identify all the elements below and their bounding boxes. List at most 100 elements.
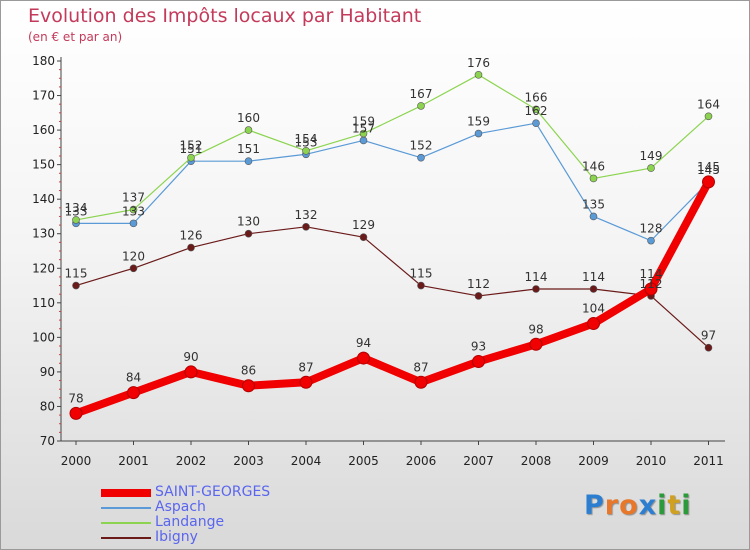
data-label-ibigny: 132 [295, 208, 318, 222]
data-point-saint-georges [587, 317, 600, 331]
data-point-saint-georges [644, 282, 658, 296]
logo-letter: x [638, 490, 658, 521]
data-point-ibigny [474, 292, 483, 300]
logo-letter: r [604, 490, 620, 521]
x-tick-label: 2007 [463, 454, 494, 468]
data-point-aspach [532, 119, 540, 127]
data-label-saint-georges: 90 [183, 350, 198, 364]
proxiti-logo: Proxiti [584, 490, 692, 521]
x-tick-label: 2008 [521, 454, 552, 468]
data-point-landange [244, 126, 253, 134]
data-label-ibigny: 129 [352, 218, 375, 232]
data-point-saint-georges [414, 375, 428, 389]
y-tick-label: 130 [32, 227, 55, 241]
chart-title: Evolution des Impôts locaux par Habitant [28, 5, 422, 27]
data-point-aspach [474, 129, 483, 138]
data-point-saint-georges [702, 175, 715, 189]
data-label-landange: 134 [65, 201, 88, 215]
x-tick-label: 2003 [233, 454, 264, 468]
x-tick-label: 2001 [118, 454, 149, 468]
data-label-aspach: 151 [180, 142, 203, 156]
data-point-landange [129, 205, 138, 214]
data-point-landange [532, 105, 540, 114]
data-label-saint-georges: 86 [241, 364, 256, 378]
chart-subtitle: (en € et par an) [28, 30, 123, 44]
data-label-landange: 149 [640, 149, 663, 163]
x-tick-label: 2009 [578, 454, 609, 468]
data-label-aspach: 151 [237, 142, 260, 156]
y-tick-label: 110 [32, 296, 55, 310]
legend-swatch-ibigny [101, 537, 151, 539]
y-tick-label: 100 [32, 330, 55, 344]
data-point-landange [359, 129, 368, 138]
data-point-aspach [589, 212, 598, 221]
data-label-ibigny: 112 [467, 277, 490, 291]
series-line-ibigny [75, 226, 710, 349]
legend-swatch-saint-georges [101, 489, 151, 497]
logo-letter: t [667, 490, 682, 521]
data-label-landange: 146 [582, 159, 605, 173]
legend-label-landange: Landange [155, 514, 225, 530]
y-tick-label: 90 [40, 365, 55, 379]
y-tick-label: 160 [32, 123, 55, 137]
y-tick-label: 70 [40, 434, 55, 448]
data-label-saint-georges: 84 [126, 371, 141, 385]
data-label-ibigny: 114 [525, 270, 548, 284]
data-point-aspach [244, 157, 253, 165]
data-label-aspach: 128 [640, 222, 663, 236]
data-label-landange: 159 [352, 115, 375, 129]
data-point-ibigny [72, 281, 80, 290]
data-point-saint-georges [242, 379, 255, 393]
data-label-landange: 152 [180, 139, 203, 153]
data-point-aspach [647, 236, 655, 245]
x-tick-label: 2004 [291, 454, 322, 468]
data-point-saint-georges [472, 355, 485, 369]
y-tick-label: 80 [40, 399, 55, 413]
data-point-saint-georges [69, 406, 83, 420]
series-line-saint-georges [72, 177, 713, 418]
data-label-ibigny: 120 [122, 249, 145, 263]
series-saint-georges [69, 175, 715, 420]
data-point-landange [704, 112, 713, 121]
data-point-landange [187, 153, 195, 162]
data-label-ibigny: 112 [640, 277, 663, 291]
data-point-saint-georges [529, 337, 543, 351]
data-label-landange: 167 [410, 87, 433, 101]
y-tick-label: 150 [32, 158, 55, 172]
legend-swatch-aspach [101, 507, 151, 509]
y-tick-label: 180 [32, 54, 55, 68]
data-label-aspach: 133 [65, 204, 88, 218]
data-label-aspach: 153 [295, 135, 318, 149]
data-point-ibigny [359, 233, 368, 241]
data-point-landange [647, 164, 655, 172]
data-point-ibigny [244, 229, 253, 238]
x-tick-label: 2002 [176, 454, 207, 468]
data-label-landange: 154 [295, 132, 318, 146]
data-label-landange: 164 [697, 97, 720, 111]
data-label-aspach: 135 [582, 197, 605, 211]
data-label-landange: 137 [122, 191, 145, 205]
y-tick-label: 120 [32, 261, 55, 275]
data-label-aspach: 145 [697, 163, 720, 177]
data-label-saint-georges: 87 [298, 360, 313, 374]
data-label-saint-georges: 104 [582, 302, 605, 316]
legend-label-aspach: Aspach [155, 499, 206, 515]
logo-letter: i [681, 490, 692, 521]
data-label-aspach: 133 [122, 204, 145, 218]
data-point-aspach [359, 136, 368, 145]
data-label-landange: 166 [525, 90, 548, 104]
legend-label-saint-georges: SAINT-GEORGES [155, 484, 271, 500]
data-label-saint-georges: 93 [471, 340, 486, 354]
data-point-aspach [129, 219, 138, 228]
data-point-ibigny [589, 285, 598, 293]
data-point-landange [589, 174, 598, 183]
legend-label-ibigny: Ibigny [155, 529, 198, 545]
series-line-aspach [75, 122, 710, 242]
data-point-saint-georges [184, 365, 198, 379]
data-label-aspach: 159 [467, 115, 490, 129]
logo-letter: P [584, 490, 605, 521]
y-tick-label: 140 [32, 192, 55, 206]
x-tick-label: 2000 [61, 454, 92, 468]
